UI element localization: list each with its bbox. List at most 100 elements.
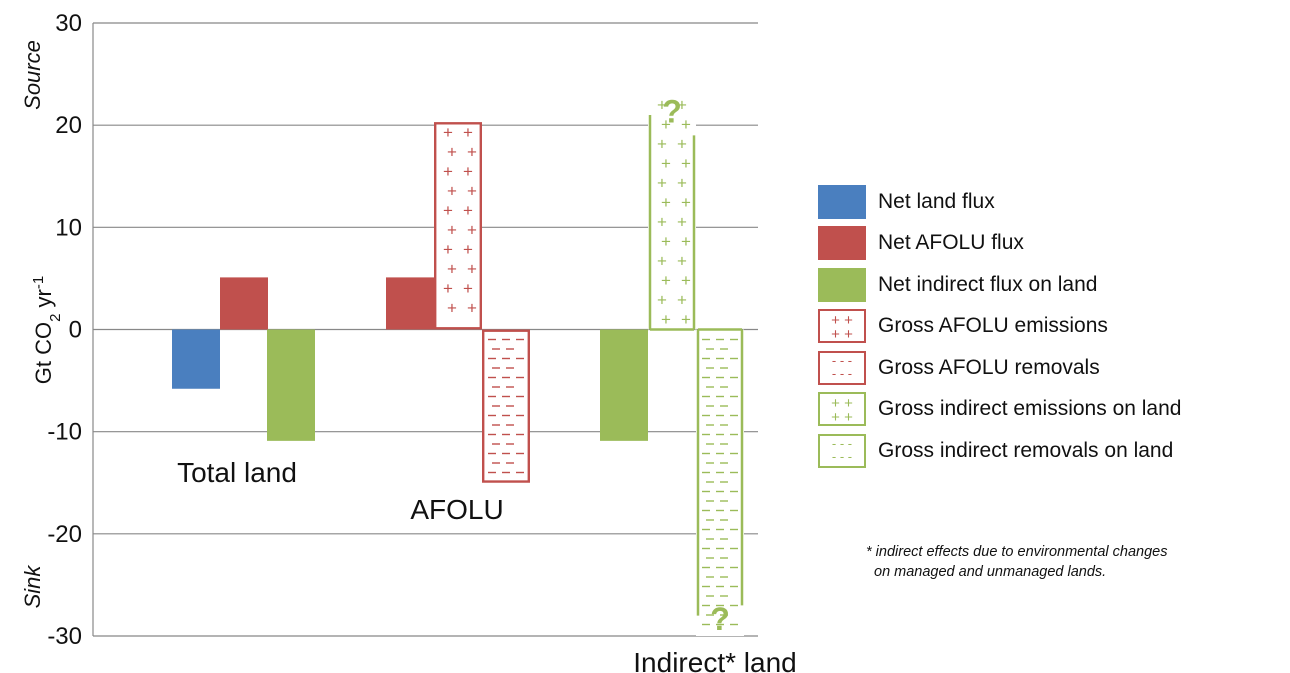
bar <box>600 329 648 441</box>
legend-item-gross-afolu-emissions: + + + + Gross AFOLU emissions <box>818 306 1288 348</box>
group-label: Indirect* land <box>633 647 796 673</box>
legend-label: Gross indirect emissions on land <box>878 397 1182 421</box>
legend-item-net-land-flux: Net land flux <box>818 181 1288 223</box>
svg-text:+ +: + + <box>831 395 853 412</box>
plus-mark: + <box>447 182 457 201</box>
plus-mark: + <box>681 232 691 251</box>
plus-mark: + <box>467 299 477 318</box>
legend-label: Net land flux <box>878 189 995 213</box>
bar-fill <box>220 277 268 330</box>
plus-mark: + <box>463 162 473 181</box>
sink-label: Sink <box>20 565 45 609</box>
svg-text:- - -: - - - <box>832 449 852 464</box>
legend-item-net-afolu-flux: Net AFOLU flux <box>818 223 1288 265</box>
y-tick-label: 30 <box>55 10 82 37</box>
legend: Net land flux Net AFOLU flux Net indirec… <box>818 181 1288 472</box>
plus-mark: + <box>677 213 687 232</box>
plus-mark: + <box>661 154 671 173</box>
plus-mark: + <box>467 260 477 279</box>
plus-mark: + <box>661 232 671 251</box>
plus-mark: + <box>463 123 473 142</box>
plus-mark: + <box>467 143 477 162</box>
plus-mark: + <box>657 174 667 193</box>
bar-fill <box>600 329 648 441</box>
bar-background <box>434 122 482 330</box>
legend-swatch-gross-indirect-emissions: + + + + <box>818 392 866 427</box>
legend-swatch-net-land-flux <box>818 184 866 219</box>
legend-item-gross-afolu-removals: - - - - - - Gross AFOLU removals <box>818 347 1288 389</box>
group-label: AFOLU <box>410 494 503 525</box>
bar: + ++ ++ ++ ++ ++ ++ ++ ++ ++ ++ ++ +? <box>648 94 696 331</box>
legend-item-gross-indirect-emissions: + + + + Gross indirect emissions on land <box>818 389 1288 431</box>
bar <box>386 277 434 330</box>
bar-fill <box>172 329 220 389</box>
footnote-line-2: on managed and unmanaged lands. <box>874 564 1107 580</box>
legend-label: Gross AFOLU removals <box>878 355 1100 379</box>
plus-mark: + <box>677 291 687 310</box>
plus-mark: + <box>681 154 691 173</box>
uncertainty-mark: ? <box>662 94 682 130</box>
plus-mark: + <box>443 162 453 181</box>
bar-fill <box>386 277 434 330</box>
legend-item-net-indirect-flux: Net indirect flux on land <box>818 264 1288 306</box>
plus-mark: + <box>443 123 453 142</box>
plus-mark: + <box>681 310 691 329</box>
y-tick-label: 0 <box>69 317 82 344</box>
svg-text:+ +: + + <box>831 312 853 329</box>
plus-mark: + <box>661 115 671 134</box>
bar-background <box>648 94 696 330</box>
plus-mark: + <box>677 252 687 271</box>
y-tick-label: 20 <box>55 112 82 139</box>
svg-text:+ +: + + <box>831 326 853 343</box>
plus-mark: + <box>463 201 473 220</box>
plus-mark: + <box>661 193 671 212</box>
y-tick-label: -30 <box>47 623 82 650</box>
bar-outline <box>482 329 531 483</box>
footnote: * indirect effects due to environmental … <box>866 542 1286 582</box>
legend-label: Net AFOLU flux <box>878 231 1024 255</box>
legend-swatch-net-indirect-flux <box>818 267 866 302</box>
plus-mark: + <box>447 143 457 162</box>
plus-mark: + <box>657 96 667 115</box>
plus-mark: + <box>443 240 453 259</box>
bar: + ++ ++ ++ ++ ++ ++ ++ ++ ++ + <box>434 122 483 330</box>
y-axis-label: Gt CO2 yr-1 <box>30 276 64 384</box>
plus-mark: + <box>657 252 667 271</box>
plus-mark: + <box>447 260 457 279</box>
plus-mark: + <box>657 291 667 310</box>
legend-swatch-gross-indirect-removals: - - - - - - <box>818 433 866 468</box>
plus-mark: + <box>677 96 687 115</box>
source-label: Source <box>20 40 45 110</box>
legend-swatch-net-afolu-flux <box>818 226 866 261</box>
y-tick-label: -20 <box>47 521 82 548</box>
plus-mark: + <box>681 115 691 134</box>
svg-text:+ +: + + <box>831 409 853 426</box>
plus-mark: + <box>447 299 457 318</box>
y-tick-label: -10 <box>47 419 82 446</box>
legend-item-gross-indirect-removals: - - - - - - Gross indirect removals on l… <box>818 430 1288 472</box>
plus-mark: + <box>677 135 687 154</box>
legend-label: Net indirect flux on land <box>878 272 1098 296</box>
plus-mark: + <box>681 193 691 212</box>
bar-outline <box>434 122 483 330</box>
legend-swatch-gross-afolu-emissions: + + + + <box>818 309 866 344</box>
plus-mark: + <box>661 310 671 329</box>
bar-fill <box>267 329 315 441</box>
plus-mark: + <box>467 182 477 201</box>
plus-mark: + <box>677 174 687 193</box>
plus-mark: + <box>463 279 473 298</box>
plus-mark: + <box>657 213 667 232</box>
svg-text:- - -: - - - <box>832 353 852 368</box>
plus-mark: + <box>657 135 667 154</box>
plus-mark: + <box>467 221 477 240</box>
plus-mark: + <box>463 240 473 259</box>
svg-text:- - -: - - - <box>832 436 852 451</box>
bar <box>267 329 315 441</box>
plus-mark: + <box>443 279 453 298</box>
group-label: Total land <box>177 457 297 488</box>
svg-text:- - -: - - - <box>832 366 852 381</box>
plus-mark: + <box>661 271 671 290</box>
plus-mark: + <box>681 271 691 290</box>
legend-label: Gross AFOLU emissions <box>878 314 1108 338</box>
plus-mark: + <box>443 201 453 220</box>
